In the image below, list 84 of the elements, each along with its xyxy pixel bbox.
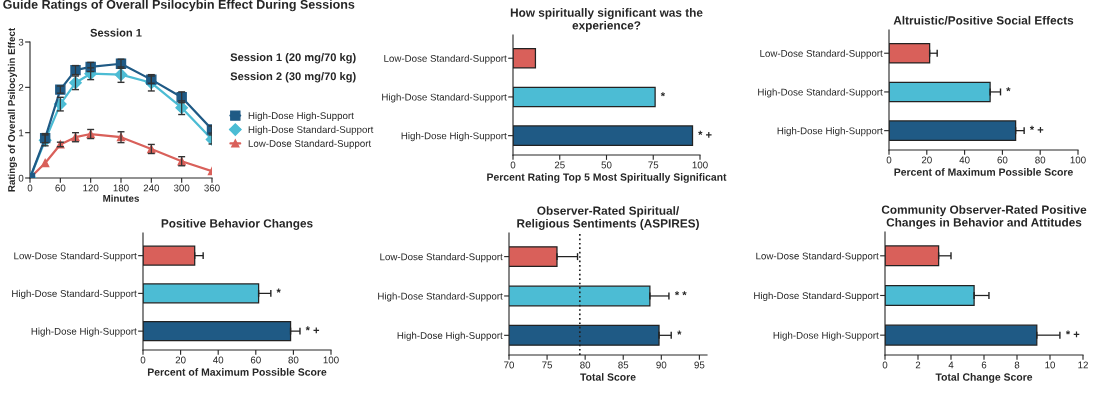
x-tick-label: 10 <box>1045 361 1056 369</box>
y-tick-label: Low-Dose Standard-Support <box>756 252 879 262</box>
y-tick-label: 2 <box>18 84 24 91</box>
x-tick-label: 60 <box>55 184 66 192</box>
chart-title: Guide Ratings of Overall Psilocybin Effect During Sessions <box>3 0 355 12</box>
x-tick-label: 75 <box>648 161 659 169</box>
x-axis-title: Total Score <box>580 373 636 381</box>
x-tick-label: 120 <box>83 184 99 192</box>
annotation: * + <box>1065 330 1080 338</box>
text: Session 1 (20 mg/70 kg) <box>230 52 356 64</box>
x-tick-label: 50 <box>601 161 612 169</box>
y-tick-label: 1 <box>19 129 24 137</box>
x-tick-label: 95 <box>694 361 705 369</box>
annotation: * * <box>674 291 687 296</box>
x-tick-label: 2 <box>915 361 921 369</box>
y-tick-label: High-Dose Standard-Support <box>754 291 879 302</box>
x-tick-label: 70 <box>504 361 515 369</box>
x-tick-label: 12 <box>1078 361 1088 369</box>
x-tick-label: 6 <box>981 361 987 369</box>
legend-label: High-Dose High-Support <box>248 111 354 122</box>
y-tick-label: High-Dose High-Support <box>777 127 883 137</box>
chart-title: Observer-Rated Spiritual/ Religious Sentiments (ASPIRES) <box>517 206 699 230</box>
x-axis-title: Percent Rating Top 5 Most Spiritually Significant <box>487 173 727 183</box>
x-tick-label: 80 <box>1035 156 1046 164</box>
annotation: * + <box>698 130 712 138</box>
y-tick-label: Low-Dose Standard-Support <box>760 49 883 59</box>
x-tick-label: 300 <box>173 184 190 192</box>
annotation: * <box>677 330 682 335</box>
x-tick-label: 0 <box>140 356 146 364</box>
x-tick-label: 90 <box>656 361 667 369</box>
annotation: * <box>660 92 666 97</box>
y-tick-label: 0 <box>18 174 24 182</box>
legend-label: High-Dose Standard-Support <box>248 125 374 135</box>
annotation: * + <box>305 326 320 334</box>
annotation: * <box>1006 87 1011 92</box>
x-tick-label: 180 <box>113 184 129 192</box>
x-tick-label: 0 <box>882 361 888 369</box>
x-axis-title: Percent of Maximum Possible Score <box>147 368 327 376</box>
y-tick-label: High-Dose High-Support <box>401 132 507 142</box>
y-tick-label: Low-Dose Standard-Support <box>380 253 503 263</box>
chart-title: Altruistic/Positive Social Effects <box>893 15 1074 25</box>
x-tick-label: 20 <box>175 356 186 364</box>
x-tick-label: 60 <box>997 156 1008 164</box>
annotation: * <box>276 288 281 293</box>
x-tick-label: 25 <box>554 161 565 169</box>
y-tick-label: High-Dose High-Support <box>773 331 879 341</box>
y-tick-label: 3 <box>18 38 24 46</box>
y-tick-label: High-Dose High-Support <box>31 327 137 337</box>
x-tick-label: 40 <box>959 156 970 164</box>
y-tick-label: High-Dose Standard-Support <box>378 292 503 302</box>
y-tick-label: High-Dose High-Support <box>397 331 503 341</box>
x-tick-label: 75 <box>542 361 553 369</box>
y-tick-label: Low-Dose Standard-Support <box>384 54 507 64</box>
x-tick-label: 0 <box>886 156 892 164</box>
x-axis-title: Total Change Score <box>935 373 1033 383</box>
y-tick-label: High-Dose Standard-Support <box>12 289 137 299</box>
y-axis-title: Ratings of Overall Psilocybin Effect <box>7 27 17 192</box>
x-tick-label: 20 <box>921 156 932 164</box>
x-tick-label: 40 <box>213 356 224 364</box>
y-tick-label: High-Dose Standard-Support <box>382 93 507 103</box>
annotation: * + <box>1029 125 1044 133</box>
y-tick-label: High-Dose Standard-Support <box>758 88 883 98</box>
x-tick-label: 100 <box>692 161 708 169</box>
x-tick-label: 0 <box>27 184 33 192</box>
x-tick-label: 85 <box>618 361 629 369</box>
x-tick-label: 80 <box>580 361 591 369</box>
x-tick-label: 240 <box>143 184 160 192</box>
chart-title: Positive Behavior Changes <box>161 218 313 230</box>
x-tick-label: 0 <box>510 161 516 169</box>
x-tick-label: 80 <box>288 356 299 364</box>
x-tick-label: 100 <box>323 356 339 364</box>
x-axis-title: Percent of Maximum Possible Score <box>894 168 1073 176</box>
x-tick-label: 360 <box>204 184 220 192</box>
text: Session 2 (30 mg/70 kg) <box>230 72 356 83</box>
x-tick-label: 4 <box>948 361 954 369</box>
x-axis-title: Minutes <box>103 194 139 202</box>
chart-title: How spiritually significant was the experience? <box>510 8 703 32</box>
legend-label: Low-Dose Standard-Support <box>248 139 372 149</box>
y-tick-label: Low-Dose Standard-Support <box>14 252 137 262</box>
x-tick-label: 100 <box>1070 156 1086 164</box>
text: Session 1 <box>90 28 142 37</box>
chart-title: Community Observer-Rated Positive Changes in Behavior and Attitudes <box>881 205 1087 229</box>
x-tick-label: 60 <box>250 356 261 364</box>
x-tick-label: 8 <box>1014 361 1020 369</box>
